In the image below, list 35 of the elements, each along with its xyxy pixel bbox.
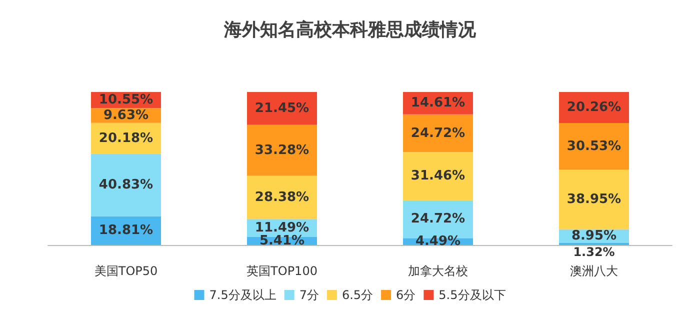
data-label: 18.81% [98, 223, 154, 238]
data-label: 8.95% [571, 228, 617, 244]
data-label: 24.72% [410, 126, 466, 141]
data-label: 33.28% [254, 142, 310, 158]
data-label: 24.72% [410, 212, 466, 227]
data-label: 1.32% [573, 245, 615, 259]
legend-label: 6分 [396, 288, 416, 302]
legend-label: 7分 [299, 288, 319, 302]
x-tick-label: 美国TOP50 [94, 264, 158, 278]
x-tick-label: 澳洲八大 [570, 264, 618, 278]
data-label: 9.63% [103, 108, 149, 124]
data-label: 31.46% [410, 168, 466, 184]
bar [247, 124, 317, 176]
data-label: 5.41% [259, 233, 305, 248]
data-label: 21.45% [254, 100, 310, 116]
bar [91, 154, 161, 216]
data-label: 38.95% [566, 192, 622, 207]
data-label: 14.61% [410, 96, 466, 111]
data-label: 10.55% [98, 92, 154, 108]
data-label: 20.26% [566, 100, 622, 115]
x-tick-label: 加拿大名校 [408, 264, 468, 278]
bar [247, 176, 317, 220]
x-tick-label: 英国TOP100 [246, 264, 318, 278]
chart-title: 海外知名高校本科雅思成绩情况 [223, 20, 477, 40]
data-label: 40.83% [98, 177, 154, 192]
bar [403, 152, 473, 200]
legend-label: 6.5分 [342, 288, 374, 302]
legend-label: 7.5分及以上 [209, 288, 276, 302]
data-label: 11.49% [254, 220, 310, 236]
data-label: 28.38% [254, 190, 310, 205]
bar [559, 170, 629, 230]
data-label: 30.53% [566, 138, 622, 154]
legend-label: 5.5分及以下 [438, 288, 506, 302]
bar [559, 122, 629, 170]
data-label: 20.18% [98, 130, 154, 146]
